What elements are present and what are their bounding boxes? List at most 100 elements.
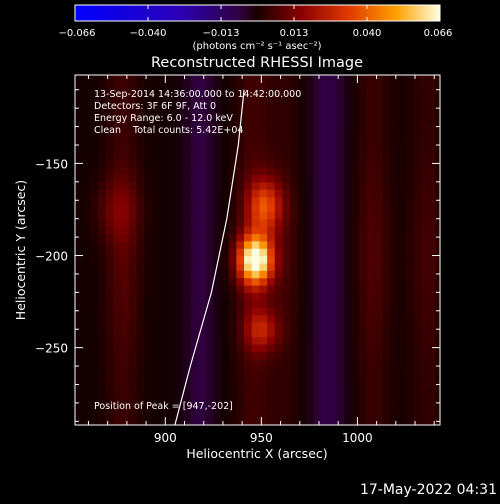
heatmap-cell (221, 307, 230, 316)
heatmap-cell (290, 299, 299, 308)
heatmap-cell (336, 262, 345, 271)
heatmap-cell (182, 159, 191, 168)
heatmap-cell (336, 366, 345, 375)
heatmap-cell (105, 270, 115, 279)
heatmap-cell (98, 417, 107, 425)
heatmap-cell (75, 86, 84, 95)
heatmap-cell (405, 137, 414, 146)
heatmap-cell (82, 218, 91, 227)
heatmap-cell (351, 314, 360, 323)
heatmap-cell (259, 174, 268, 183)
heatmap-cell (136, 196, 145, 205)
heatmap-cell (367, 255, 376, 264)
heatmap-cell (290, 115, 299, 124)
heatmap-cell (305, 75, 314, 80)
heatmap-cell (82, 86, 91, 95)
heatmap-cell (305, 299, 314, 308)
heatmap-cell (420, 181, 430, 190)
heatmap-cell (336, 226, 345, 235)
heatmap-cell (297, 100, 307, 109)
heatmap-cell (128, 174, 138, 183)
heatmap-cell (428, 108, 437, 117)
heatmap-cell (343, 395, 353, 404)
heatmap-cell (197, 122, 207, 131)
heatmap-cell (297, 336, 307, 345)
heatmap-cell (267, 277, 276, 286)
heatmap-cell (213, 167, 222, 176)
heatmap-cell (174, 410, 184, 419)
heatmap-cell (343, 115, 353, 124)
heatmap-cell (144, 93, 153, 102)
heatmap-cell (282, 174, 291, 183)
heatmap-cell (236, 167, 245, 176)
heatmap-cell (397, 336, 407, 345)
heatmap-cell (82, 145, 91, 153)
heatmap-cell (305, 388, 314, 397)
heatmap-cell (113, 130, 122, 139)
heatmap-cell (213, 218, 222, 227)
heatmap-cell (290, 130, 299, 139)
heatmap-cell (144, 115, 153, 124)
heatmap-cell (336, 314, 345, 323)
heatmap-cell (151, 299, 161, 308)
heatmap-cell (182, 402, 191, 411)
heatmap-cell (113, 262, 122, 271)
heatmap-cell (390, 137, 399, 146)
x-tick-label: 950 (250, 431, 273, 445)
heatmap-cell (213, 255, 222, 264)
heatmap-cell (144, 299, 153, 308)
heatmap-cell (90, 167, 99, 176)
heatmap-cell (336, 248, 345, 257)
heatmap-cell (428, 152, 437, 161)
heatmap-cell (151, 100, 161, 109)
heatmap-cell (428, 240, 437, 249)
heatmap-cell (405, 255, 414, 264)
heatmap-cell (267, 373, 276, 382)
heatmap-cell (213, 307, 222, 316)
heatmap-cell (182, 93, 191, 102)
heatmap-cell (244, 174, 253, 183)
heatmap-cell (221, 321, 230, 330)
heatmap-cell (328, 189, 337, 198)
heatmap-cell (374, 292, 383, 301)
heatmap-cell (251, 189, 261, 198)
heatmap-cell (420, 248, 430, 257)
heatmap-cell (359, 366, 368, 375)
heatmap-cell (136, 314, 145, 323)
heatmap-cell (359, 285, 368, 293)
heatmap-cell (313, 78, 322, 87)
heatmap-cell (182, 78, 191, 87)
heatmap-cell (128, 270, 138, 279)
heatmap-cell (244, 181, 253, 190)
heatmap-cell (136, 299, 145, 308)
heatmap-cell (251, 159, 261, 168)
heatmap-cell (267, 78, 276, 87)
heatmap-cell (259, 137, 268, 146)
peak-position-label: Position of Peak = [947,-202] (94, 401, 233, 412)
heatmap-cell (82, 211, 91, 220)
heatmap-cell (75, 307, 84, 316)
heatmap-cell (75, 108, 84, 117)
heatmap-cell (382, 262, 391, 271)
heatmap-cell (136, 388, 145, 397)
heatmap-cell (259, 262, 268, 271)
heatmap-cell (343, 329, 353, 338)
heatmap-cell (182, 395, 191, 404)
heatmap-cell (144, 137, 153, 146)
heatmap-cell (98, 277, 107, 286)
heatmap-cell (413, 299, 422, 308)
heatmap-cell (328, 314, 337, 323)
colorbar-tick: −0.013 (202, 28, 239, 39)
heatmap-cell (390, 78, 399, 87)
heatmap-cell (98, 100, 107, 109)
heatmap-cell (213, 211, 222, 220)
heatmap-cell (251, 86, 261, 95)
heatmap-cell (405, 395, 414, 404)
heatmap-cell (382, 314, 391, 323)
heatmap-cell (113, 203, 122, 212)
heatmap-cell (136, 380, 145, 389)
heatmap-cell (320, 152, 330, 161)
heatmap-cell (328, 329, 337, 338)
heatmap-cell (343, 410, 353, 419)
heatmap-cell (167, 159, 176, 168)
